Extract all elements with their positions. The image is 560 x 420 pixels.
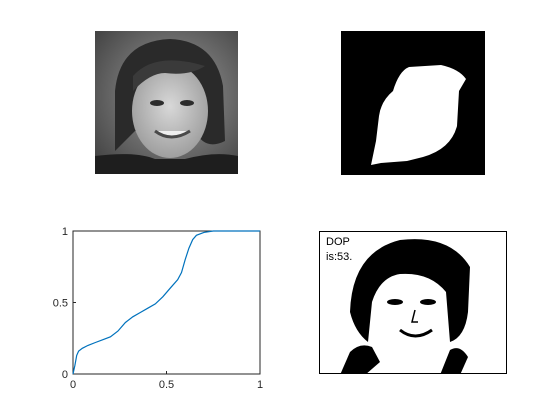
x-tick-label-2: 1 <box>257 379 263 391</box>
binarized-drawing <box>340 239 470 373</box>
mask-drawing <box>371 65 466 165</box>
y-tick-label-2: 1 <box>62 226 68 238</box>
y-tick-label-1: 0.5 <box>53 298 68 310</box>
x-tick-label-0: 0 <box>70 379 76 391</box>
binary-mask-image <box>341 31 485 175</box>
y-tick-label-0: 0 <box>62 369 68 381</box>
grayscale-portrait-image <box>95 31 238 174</box>
dop-value: is:53. <box>326 251 353 263</box>
tick-labels: 0 0.5 1 0 0.5 1 <box>53 226 263 391</box>
plot-area <box>72 230 261 375</box>
x-tick-label-1: 0.5 <box>159 379 174 391</box>
dop-label: DOP <box>326 236 350 248</box>
series-line-1 <box>72 230 260 375</box>
dop-annotation: DOP is:53. <box>326 235 352 265</box>
portrait-drawing <box>95 39 238 174</box>
binarized-portrait-image: DOP is:53. <box>319 231 507 374</box>
